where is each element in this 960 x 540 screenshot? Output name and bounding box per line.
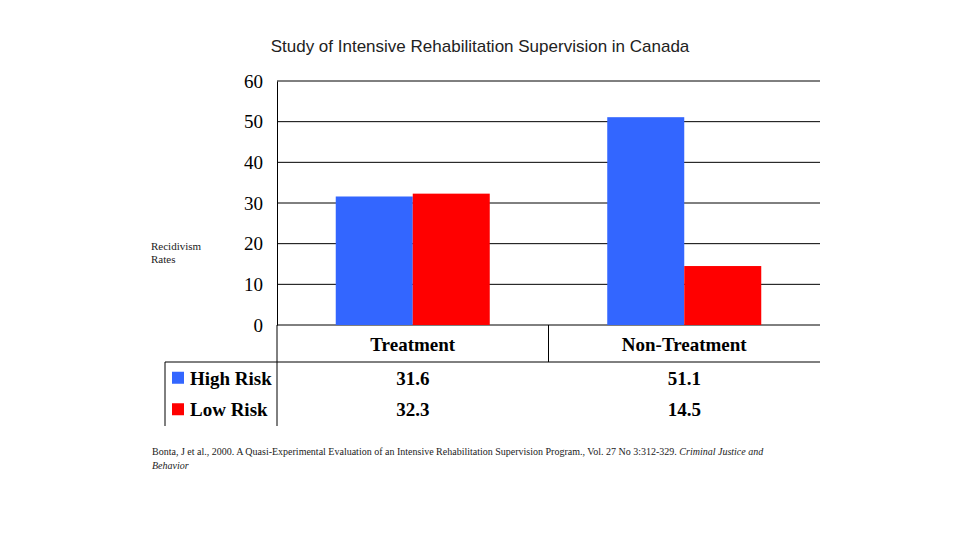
category-label: Treatment — [370, 334, 455, 355]
bar — [413, 194, 490, 325]
y-tick: 50 — [244, 111, 277, 132]
table-value: 31.6 — [396, 368, 429, 389]
bar — [684, 266, 761, 325]
source-text: Bonta, J et al., 2000. A Quasi-Experimen… — [152, 446, 677, 457]
y-axis-line — [277, 82, 278, 326]
chart-wrap: Study of Intensive Rehabilitation Superv… — [0, 0, 960, 540]
table-value: 14.5 — [668, 399, 701, 420]
legend-label: High Risk — [190, 368, 272, 389]
table-line — [165, 362, 820, 363]
bar — [336, 196, 413, 325]
table-line — [277, 325, 278, 426]
y-tick: 60 — [244, 71, 277, 92]
y-tick: 40 — [244, 152, 277, 173]
y-tick-label: 0 — [254, 315, 264, 336]
y-tick-label: 40 — [244, 152, 263, 173]
source: Bonta, J et al., 2000. A Quasi-Experimen… — [152, 445, 792, 473]
y-tick-label: 20 — [244, 233, 263, 254]
table-value: 51.1 — [668, 368, 701, 389]
y-tick-label: 30 — [244, 193, 263, 214]
grid — [277, 81, 820, 325]
y-tick: 0 — [254, 315, 278, 336]
data-table: Treatment Non-Treatment High Risk 31.6 51.1 L… — [165, 325, 820, 426]
y-tick: 30 — [244, 193, 277, 214]
y-tick-label: 50 — [244, 111, 263, 132]
y-tick: 20 — [244, 233, 277, 254]
legend-swatch — [172, 372, 184, 384]
y-tick-label: 10 — [244, 274, 263, 295]
y-label: RecidivismRates — [151, 240, 202, 265]
table-value: 32.3 — [396, 399, 429, 420]
y-tick-label: 60 — [244, 71, 263, 92]
table-line — [548, 325, 549, 362]
legend-label: Low Risk — [190, 399, 268, 420]
grid-line — [277, 162, 820, 163]
bar — [607, 117, 684, 325]
grid-line — [277, 121, 820, 122]
bars — [336, 117, 761, 325]
y-tick: 10 — [244, 274, 277, 295]
title: Study of Intensive Rehabilitation Superv… — [271, 37, 690, 56]
grid-line — [277, 81, 820, 82]
table-line — [165, 362, 166, 426]
legend-swatch — [172, 403, 184, 415]
category-label: Non-Treatment — [622, 334, 748, 355]
chart: Study of Intensive Rehabilitation Superv… — [0, 0, 960, 540]
y-axis: 0 10 20 30 40 50 60 — [244, 71, 278, 336]
